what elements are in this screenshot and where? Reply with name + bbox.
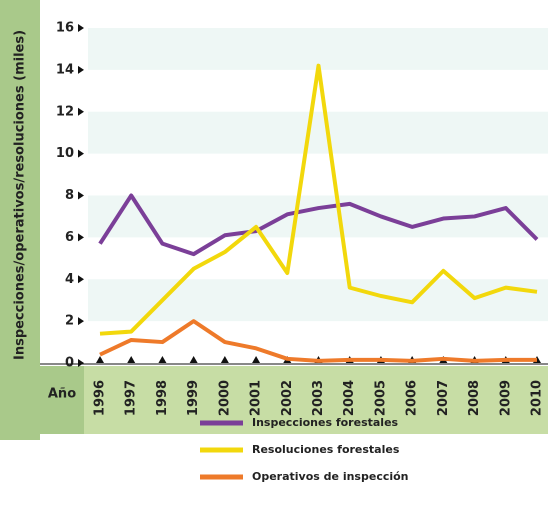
- x-tick-label: 2000: [217, 380, 232, 416]
- y-tick-mark: [78, 233, 84, 242]
- x-tick-label: 2002: [280, 380, 295, 416]
- x-tick-label: 2006: [405, 380, 420, 416]
- y-tick-mark: [78, 149, 84, 158]
- x-tick-label: 1998: [155, 380, 170, 416]
- grid-band: [88, 111, 548, 154]
- x-tick-label: 2009: [498, 380, 513, 416]
- y-tick-label: 6: [65, 230, 74, 245]
- x-label-cell: [40, 366, 84, 434]
- y-tick-label: 2: [65, 314, 74, 329]
- x-tick-label: 2010: [530, 380, 545, 416]
- x-tick-label: 1999: [186, 380, 201, 416]
- y-tick-mark: [78, 107, 84, 116]
- x-tick-mark: [220, 356, 229, 363]
- y-tick-mark: [78, 359, 84, 367]
- grid-band: [88, 279, 548, 322]
- legend-label: Inspecciones forestales: [252, 416, 399, 429]
- x-tick-label: 2007: [436, 380, 451, 416]
- series-line: [99, 63, 538, 336]
- y-tick-mark: [78, 317, 84, 326]
- y-tick-label: 10: [56, 146, 74, 161]
- x-tick-label: 2005: [373, 380, 388, 416]
- plot: [88, 28, 548, 322]
- x-tick-mark: [127, 356, 136, 363]
- y-label-band: [0, 0, 40, 440]
- legend-label: Operativos de inspección: [252, 470, 409, 483]
- grid-band: [88, 28, 548, 70]
- x-axis-band: [40, 366, 548, 434]
- x-tick-mark: [189, 356, 198, 363]
- x-tick-label: 2003: [311, 380, 326, 416]
- x-tick-mark: [96, 356, 104, 363]
- series-line: [99, 319, 537, 363]
- y-tick-mark: [78, 191, 84, 200]
- x-tick-label: 1997: [124, 380, 139, 416]
- y-tick-label: 0: [65, 356, 74, 371]
- y-tick-label: 4: [65, 272, 74, 287]
- y-tick-label: 8: [65, 188, 74, 203]
- x-tick-label: 2001: [249, 380, 264, 416]
- x-axis-label: Año: [48, 387, 76, 402]
- y-axis-label: Inspecciones/operativos/resoluciones (mi…: [13, 30, 28, 360]
- x-tick-mark: [252, 356, 261, 363]
- y-tick-mark: [78, 65, 84, 74]
- x-tick-label: 2004: [342, 380, 357, 416]
- x-tick-mark: [158, 356, 167, 363]
- series-line: [98, 193, 539, 257]
- y-tick-label: 16: [56, 21, 74, 36]
- y-tick-label: 14: [56, 62, 74, 77]
- y-tick-mark: [78, 275, 84, 284]
- legend-label: Resoluciones forestales: [252, 443, 400, 456]
- y-tick-label: 12: [56, 104, 74, 119]
- y-tick-mark: [78, 24, 84, 32]
- x-tick-label: 1996: [93, 380, 108, 416]
- x-tick-label: 2008: [467, 380, 482, 416]
